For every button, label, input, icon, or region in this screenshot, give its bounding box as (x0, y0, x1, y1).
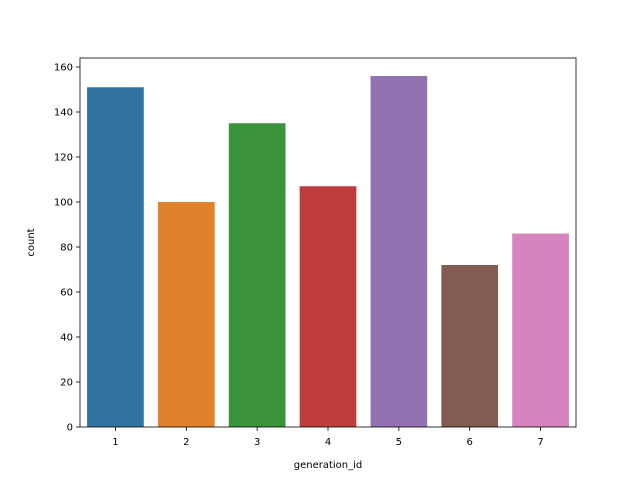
y-tick-label: 140 (54, 108, 73, 119)
bar-5 (370, 76, 428, 427)
bar-7 (512, 233, 569, 427)
y-tick-label: 160 (54, 63, 73, 74)
y-tick-label: 100 (54, 198, 73, 209)
x-tick-label: 1 (112, 437, 118, 448)
bar-2 (157, 202, 215, 427)
y-tick-label: 20 (60, 378, 73, 389)
x-tick-label: 6 (467, 437, 473, 448)
y-tick-label: 40 (60, 333, 73, 344)
bar-6 (441, 265, 499, 427)
y-tick-label: 60 (60, 288, 73, 299)
y-tick-label: 80 (60, 243, 73, 254)
plot-frame (79, 57, 577, 428)
bars-group (87, 76, 569, 427)
bar-4 (299, 186, 357, 427)
x-axis-label: generation_id (294, 460, 363, 471)
y-tick-label: 120 (54, 153, 73, 164)
bar-1 (87, 87, 144, 427)
y-axis: 0 20 40 60 80 100 120 140 160 (54, 63, 80, 434)
y-tick-label: 0 (67, 423, 73, 434)
x-tick-label: 5 (396, 437, 402, 448)
bar-3 (228, 123, 286, 427)
x-tick-label: 4 (325, 437, 331, 448)
x-axis: 1 2 3 4 5 6 7 (112, 427, 544, 448)
y-axis-label: count (26, 228, 37, 256)
x-tick-label: 7 (537, 437, 543, 448)
x-tick-label: 3 (254, 437, 260, 448)
x-tick-label: 2 (183, 437, 189, 448)
